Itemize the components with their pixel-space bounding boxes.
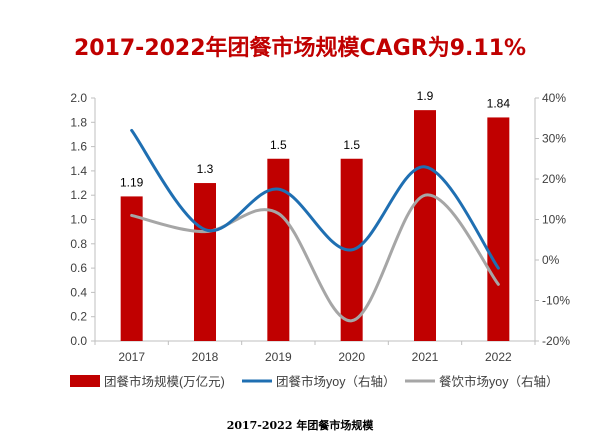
bar-data-label: 1.9 <box>417 89 434 103</box>
y-left-tick-label: 2.0 <box>70 91 87 105</box>
figure-caption: 2017-2022 年团餐市场规模 <box>226 419 374 432</box>
y-left-tick-label: 0.6 <box>70 261 87 275</box>
y-right-tick-label: -20% <box>542 334 570 348</box>
line-series-restaurant-yoy <box>130 193 500 323</box>
legend-label-line-grey: 餐饮市场yoy（右轴） <box>439 374 558 389</box>
y-left-tick-label: 0.0 <box>70 334 87 348</box>
y-left-tick-label: 0.2 <box>70 310 87 324</box>
y-right-tick-label: 0% <box>542 253 560 267</box>
x-tick-label: 2019 <box>265 350 292 364</box>
bar <box>194 183 216 341</box>
y-left-tick-label: 0.4 <box>70 285 87 299</box>
x-tick-label: 2022 <box>485 350 512 364</box>
y-left-tick-label: 1.4 <box>70 164 87 178</box>
x-tick-label: 2020 <box>338 350 365 364</box>
bar <box>267 158 290 341</box>
legend-label-line-blue: 团餐市场yoy（右轴） <box>276 374 395 389</box>
y-right-tick-label: 20% <box>542 172 566 186</box>
y-left-tick-label: 1.0 <box>70 213 87 227</box>
y-left-tick-label: 1.2 <box>70 188 87 202</box>
bar-data-label: 1.84 <box>487 96 511 110</box>
bar <box>487 117 510 341</box>
y-left-tick-label: 1.6 <box>70 140 87 154</box>
legend-swatch-bar <box>70 375 100 387</box>
y-left-tick-label: 1.8 <box>70 115 87 129</box>
chart-title: 2017-2022年团餐市场规模CAGR为9.11% <box>73 36 527 61</box>
y-right-tick-label: 10% <box>542 213 566 227</box>
x-tick-label: 2021 <box>412 350 439 364</box>
bar <box>414 110 436 342</box>
y-right-tick-label: 40% <box>542 91 566 105</box>
y-right-tick-label: 30% <box>542 132 566 146</box>
line-series-group-meal-yoy <box>130 128 500 270</box>
x-tick-label: 2017 <box>118 350 145 364</box>
x-tick-label: 2018 <box>192 350 219 364</box>
bar-data-label: 1.19 <box>120 175 144 189</box>
legend-label-bar: 团餐市场规模(万亿元) <box>104 374 225 389</box>
bar-data-label: 1.5 <box>343 138 360 152</box>
y-left-tick-label: 0.8 <box>70 237 87 251</box>
bar-data-label: 1.5 <box>270 138 287 152</box>
bar-data-label: 1.3 <box>197 162 214 176</box>
y-right-tick-label: -10% <box>542 294 570 308</box>
bar <box>120 196 143 341</box>
